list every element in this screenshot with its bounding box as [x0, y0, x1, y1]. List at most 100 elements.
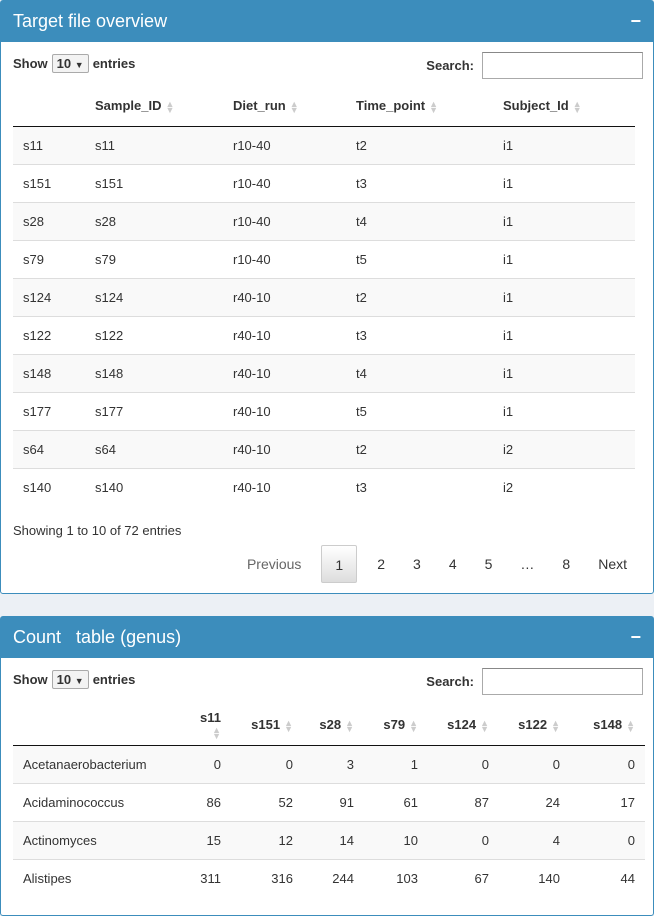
next-button[interactable]: Next: [598, 556, 627, 572]
table-cell: t3: [346, 467, 493, 506]
table-cell: t2: [346, 429, 493, 468]
sort-icon[interactable]: ▲ ▼: [284, 717, 293, 734]
sort-icon[interactable]: ▲ ▼: [480, 717, 489, 734]
table-cell: 311: [179, 858, 231, 897]
table-row[interactable]: s11 s11 r10-40 t2 i1: [13, 125, 635, 164]
table-cell: 24: [499, 782, 570, 821]
table-cell: Alistipes: [13, 858, 179, 897]
table-cell: 1: [364, 744, 428, 783]
table-cell: i1: [493, 163, 635, 202]
sort-icon[interactable]: ▲ ▼: [165, 98, 175, 115]
table-row[interactable]: s64 s64 r40-10 t2 i2: [13, 429, 635, 468]
sort-icon[interactable]: ▲ ▼: [429, 98, 439, 115]
entries-label: entries: [92, 56, 136, 71]
collapse-button[interactable]: −: [630, 627, 641, 647]
pagination: Previous 1 2 3 4 5 … 8 Next: [233, 545, 641, 583]
table-cell: 0: [570, 744, 645, 783]
page-button[interactable]: 4: [448, 556, 457, 572]
column-header[interactable]: s151 ▲ ▼: [231, 705, 303, 746]
table-row[interactable]: s28 s28 r10-40 t4 i1: [13, 201, 635, 240]
table-cell: 316: [231, 858, 303, 897]
table-cell: r10-40: [223, 239, 346, 278]
table-cell: s177: [13, 391, 85, 430]
sort-icon[interactable]: ▲ ▼: [409, 717, 418, 734]
table-cell: s64: [85, 429, 223, 468]
sort-icon[interactable]: ▲ ▼: [551, 717, 560, 734]
table-row[interactable]: Acidaminococcus 86 52 91 61 87 24 17: [13, 782, 645, 821]
sort-icon[interactable]: ▲ ▼: [572, 98, 582, 115]
table-row[interactable]: s140 s140 r40-10 t3 i2: [13, 467, 635, 506]
sort-icon[interactable]: ▲ ▼: [345, 717, 354, 734]
column-header[interactable]: s11▲ ▼: [179, 705, 231, 746]
column-header[interactable]: s122 ▲ ▼: [499, 705, 570, 746]
column-header[interactable]: s79 ▲ ▼: [364, 705, 428, 746]
count-table-panel: Count table (genus) − Show 10 ▼ entries Se…: [0, 616, 654, 916]
page-button[interactable]: 1: [321, 545, 358, 583]
page-button[interactable]: 3: [413, 556, 421, 572]
column-header[interactable]: Time_point ▲ ▼: [346, 86, 493, 127]
table-cell: s122: [13, 315, 85, 354]
table-cell: 17: [570, 782, 645, 821]
table-row[interactable]: Alistipes 311 316 244 103 67 140 44: [13, 858, 645, 897]
table-cell: t3: [346, 315, 493, 354]
table-cell: 0: [428, 820, 499, 859]
table-cell: s140: [85, 467, 223, 506]
table-cell: 67: [428, 858, 499, 897]
column-header[interactable]: s124 ▲ ▼: [428, 705, 499, 746]
sort-icon[interactable]: ▲ ▼: [289, 98, 299, 115]
sort-icon[interactable]: ▲ ▼: [626, 717, 635, 734]
table-row[interactable]: Actinomyces 15 12 14 10 0 4 0: [13, 820, 645, 859]
table-row[interactable]: s148 s148 r40-10 t4 i1: [13, 353, 635, 392]
table-cell: i1: [493, 201, 635, 240]
page-button[interactable]: 2: [377, 556, 386, 572]
column-header[interactable]: Sample_ID ▲ ▼: [85, 86, 223, 127]
table-cell: s28: [85, 201, 223, 240]
search-input[interactable]: [482, 52, 643, 79]
table-row[interactable]: s151 s151 r10-40 t3 i1: [13, 163, 635, 202]
table-cell: i2: [493, 467, 635, 506]
column-label: s124: [447, 717, 477, 733]
length-select[interactable]: 10 ▼: [51, 54, 89, 73]
table-row[interactable]: s122 s122 r40-10 t3 i1: [13, 315, 635, 354]
column-label: s79: [383, 717, 406, 733]
table-row[interactable]: s79 s79 r10-40 t5 i1: [13, 239, 635, 278]
table-cell: s64: [13, 429, 85, 468]
column-header[interactable]: s148 ▲ ▼: [570, 705, 645, 746]
table-cell: r40-10: [223, 353, 346, 392]
panel-header: Count table (genus) −: [1, 617, 653, 658]
column-header[interactable]: Subject_Id ▲ ▼: [493, 86, 635, 127]
table-cell: s79: [13, 239, 85, 278]
panel-header: Target file overview −: [1, 1, 653, 42]
table-row[interactable]: Acetanaerobacterium 0 0 3 1 0 0 0: [13, 744, 645, 783]
panel-title: Count table (genus): [13, 627, 182, 647]
previous-button[interactable]: Previous: [246, 556, 302, 572]
table-cell: Acetanaerobacterium: [13, 744, 179, 783]
table-cell: t4: [346, 201, 493, 240]
table-cell: 0: [231, 744, 303, 783]
table-cell: Actinomyces: [13, 820, 179, 859]
length-value: 10: [56, 56, 72, 71]
table-cell: t2: [346, 277, 493, 316]
page-button[interactable]: 5: [484, 556, 493, 572]
page-button[interactable]: 8: [562, 556, 571, 572]
table-row[interactable]: s177 s177 r40-10 t5 i1: [13, 391, 635, 430]
table-cell: r40-10: [223, 391, 346, 430]
table-cell: i2: [493, 429, 635, 468]
table-cell: 14: [303, 820, 364, 859]
table-cell: r40-10: [223, 315, 346, 354]
count-table: s11▲ ▼ s151 ▲ ▼ s28 ▲ ▼ s79 ▲ ▼ s124 ▲ ▼ s122 ▲ ▼ s148 ▲ ▼ A…: [13, 705, 645, 897]
table-cell: 0: [570, 820, 645, 859]
table-cell: Acidaminococcus: [13, 782, 179, 821]
table-cell: s151: [85, 163, 223, 202]
sort-icon[interactable]: ▲ ▼: [212, 725, 221, 742]
table-cell: i1: [493, 315, 635, 354]
table-cell: 15: [179, 820, 231, 859]
search-input[interactable]: [482, 668, 643, 695]
length-select[interactable]: 10 ▼: [51, 670, 89, 689]
table-row[interactable]: s124 s124 r40-10 t2 i1: [13, 277, 635, 316]
column-header[interactable]: Diet_run ▲ ▼: [223, 86, 346, 127]
collapse-button[interactable]: −: [630, 11, 641, 31]
table-cell: 244: [303, 858, 364, 897]
column-header[interactable]: s28 ▲ ▼: [303, 705, 364, 746]
table-cell: 10: [364, 820, 428, 859]
